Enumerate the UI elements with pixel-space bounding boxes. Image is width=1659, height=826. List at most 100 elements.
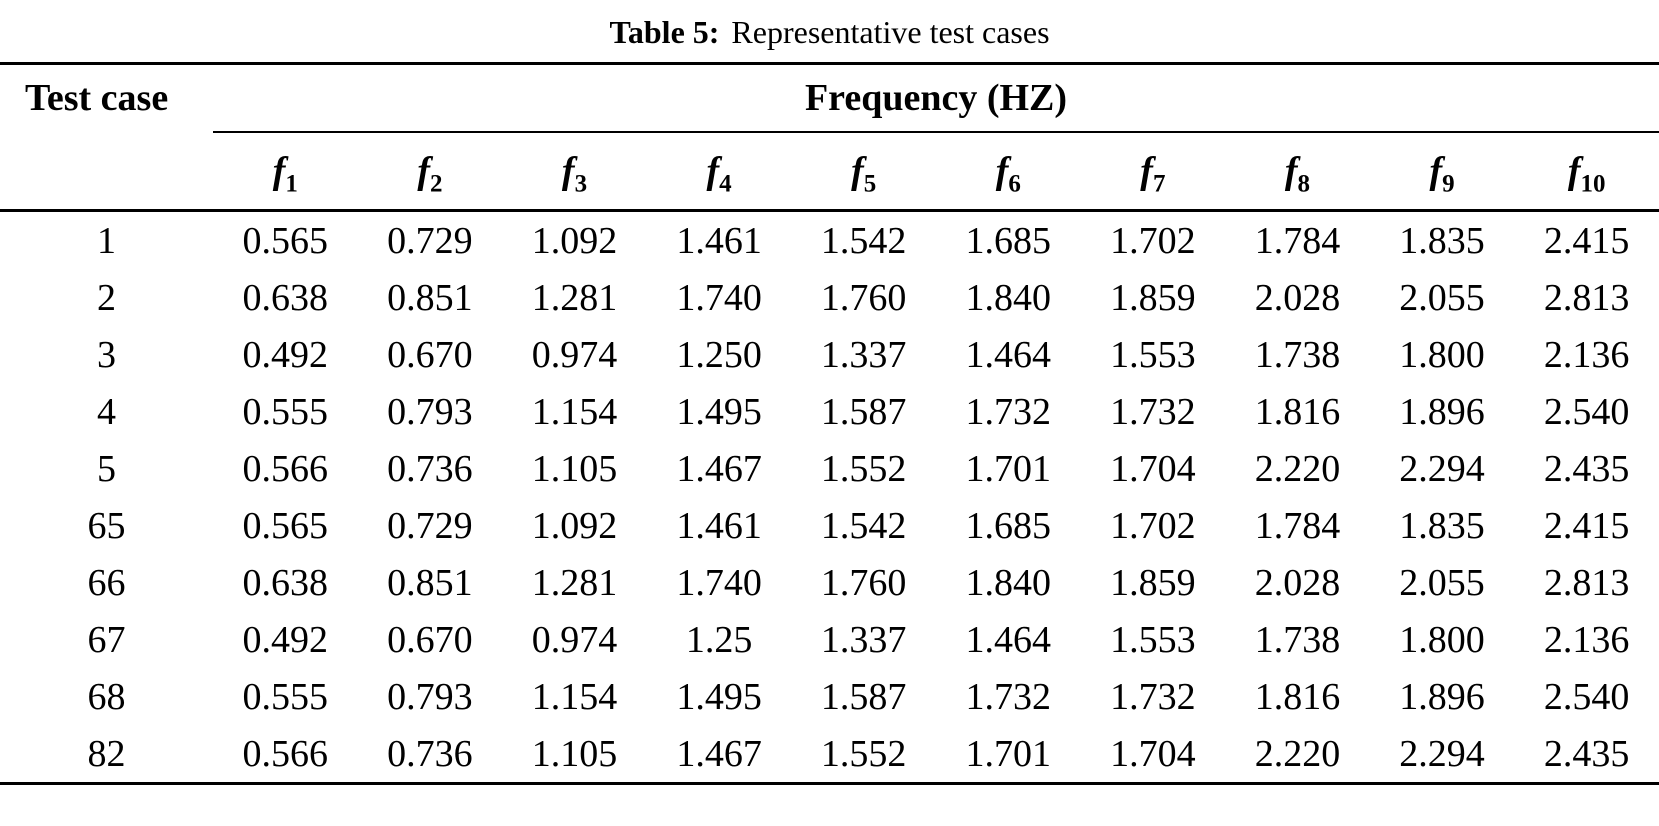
table-row: 1 0.565 0.729 1.092 1.461 1.542 1.685 1.702 1.78… [0,211,1659,270]
frequency-value-cell: 1.250 [676,333,762,376]
test-case-cell: 3 [97,333,116,376]
frequency-value-cell: 1.760 [820,561,907,604]
frequency-value-cell: 2.028 [1254,561,1341,604]
frequency-value-cell: 1.281 [531,561,618,604]
frequency-value-cell: 2.435 [1543,732,1630,775]
frequency-value-cell: 1.337 [820,333,907,376]
frequency-value-cell: 2.294 [1399,447,1485,490]
frequency-value-cell: 0.974 [531,333,618,376]
frequency-value-cell: 1.896 [1399,390,1485,433]
table-head: Test case Frequency (HZ) f1 f2 f3 f4 f5 f6 f7 f… [0,63,1659,212]
frequency-value-cell: 1.105 [531,732,618,775]
table-row: 2 0.638 0.851 1.281 1.740 1.760 1.840 1.859 2.02… [0,269,1659,326]
frequency-value-cell: 1.154 [531,390,618,433]
frequency-value-cell: 1.461 [676,504,762,547]
frequency-value-cell: 1.553 [1110,618,1196,661]
frequency-value-cell: 1.738 [1254,618,1341,661]
frequency-value-cell: 0.793 [387,675,473,718]
frequency-value-cell: 2.055 [1399,276,1485,319]
frequency-value-cell: 1.896 [1399,675,1485,718]
frequency-value-cell: 1.337 [820,618,907,661]
frequency-value-cell: 2.220 [1254,447,1341,490]
frequency-value-cell: 2.415 [1543,219,1630,262]
frequency-value-cell: 1.740 [676,276,762,319]
frequency-column-header: f4 [646,132,792,212]
frequency-value-cell: 1.859 [1110,561,1196,604]
frequency-value-cell: 2.813 [1543,276,1630,319]
frequency-value-cell: 1.552 [820,447,907,490]
frequency-value-cell: 1.732 [1110,675,1196,718]
test-cases-table: Test case Frequency (HZ) f1 f2 f3 f4 f5 f6 f7 f… [0,62,1659,785]
frequency-value-cell: 1.760 [820,276,907,319]
frequency-column-header: f5 [791,132,936,212]
frequency-value-cell: 0.793 [387,390,473,433]
frequency-value-cell: 0.974 [531,618,618,661]
frequency-value-cell: 0.565 [242,504,329,547]
frequency-column-header: f8 [1225,132,1370,212]
test-case-cell: 66 [87,561,126,604]
frequency-value-cell: 1.732 [965,675,1052,718]
frequency-value-cell: 1.701 [965,732,1052,775]
frequency-value-cell: 1.800 [1399,333,1485,376]
frequency-value-cell: 1.835 [1399,504,1485,547]
frequency-value-cell: 1.840 [965,276,1052,319]
table-row: 65 0.565 0.729 1.092 1.461 1.542 1.685 1.702 1.7… [0,497,1659,554]
frequency-value-cell: 2.540 [1543,390,1630,433]
test-case-cell: 1 [97,219,116,262]
frequency-value-cell: 1.587 [820,390,907,433]
frequency-value-cell: 1.461 [676,219,762,262]
frequency-value-cell: 1.702 [1110,504,1196,547]
frequency-column-header: f6 [935,132,1081,212]
frequency-value-cell: 1.816 [1254,390,1341,433]
frequency-value-cell: 2.415 [1543,504,1630,547]
frequency-value-cell: 1.859 [1110,276,1196,319]
frequency-value-cell: 2.136 [1543,618,1630,661]
frequency-value-cell: 1.685 [965,219,1052,262]
frequency-value-cell: 0.555 [242,390,329,433]
paper-page: Table 5: Representative test cases Test c… [0,14,1659,785]
frequency-value-cell: 1.701 [965,447,1052,490]
frequency-value-cell: 1.464 [965,333,1052,376]
frequency-value-cell: 0.638 [242,561,329,604]
test-case-cell: 68 [87,675,126,718]
frequency-value-cell: 1.105 [531,447,618,490]
test-case-header: Test case [0,63,213,212]
frequency-column-header: f2 [357,132,503,212]
frequency-column-header: f10 [1514,132,1659,212]
frequency-value-cell: 0.565 [242,219,329,262]
test-case-cell: 2 [97,276,116,319]
frequency-value-cell: 0.736 [387,447,473,490]
test-case-cell: 5 [97,447,116,490]
frequency-value-cell: 1.784 [1254,504,1341,547]
frequency-value-cell: 2.220 [1254,732,1341,775]
table-caption-label: Table 5: [609,14,720,50]
table-body: 1 0.565 0.729 1.092 1.461 1.542 1.685 1.702 1.78… [0,211,1659,784]
frequency-value-cell: 0.729 [387,504,473,547]
frequency-value-cell: 1.542 [820,219,907,262]
frequency-value-cell: 0.851 [387,561,473,604]
frequency-value-cell: 2.136 [1543,333,1630,376]
frequency-column-header: f9 [1369,132,1515,212]
table-row: 66 0.638 0.851 1.281 1.740 1.760 1.840 1.859 2.0… [0,554,1659,611]
frequency-value-cell: 1.685 [965,504,1052,547]
frequency-value-cell: 1.092 [531,219,618,262]
frequency-value-cell: 2.294 [1399,732,1485,775]
frequency-value-cell: 1.840 [965,561,1052,604]
frequency-value-cell: 1.702 [1110,219,1196,262]
frequency-column-header: f1 [213,132,358,212]
frequency-value-cell: 1.738 [1254,333,1341,376]
frequency-value-cell: 0.566 [242,447,329,490]
frequency-value-cell: 1.732 [1110,390,1196,433]
frequency-value-cell: 0.670 [387,333,473,376]
frequency-value-cell: 0.729 [387,219,473,262]
frequency-value-cell: 1.784 [1254,219,1341,262]
frequency-column-header: f7 [1080,132,1226,212]
frequency-subheader-row: f1 f2 f3 f4 f5 f6 f7 f8 f9 f10 [0,132,1659,212]
frequency-value-cell: 2.028 [1254,276,1341,319]
frequency-value-cell: 0.736 [387,732,473,775]
frequency-value-cell: 1.092 [531,504,618,547]
frequency-value-cell: 2.055 [1399,561,1485,604]
frequency-value-cell: 2.435 [1543,447,1630,490]
frequency-value-cell: 0.638 [242,276,329,319]
frequency-value-cell: 1.542 [820,504,907,547]
